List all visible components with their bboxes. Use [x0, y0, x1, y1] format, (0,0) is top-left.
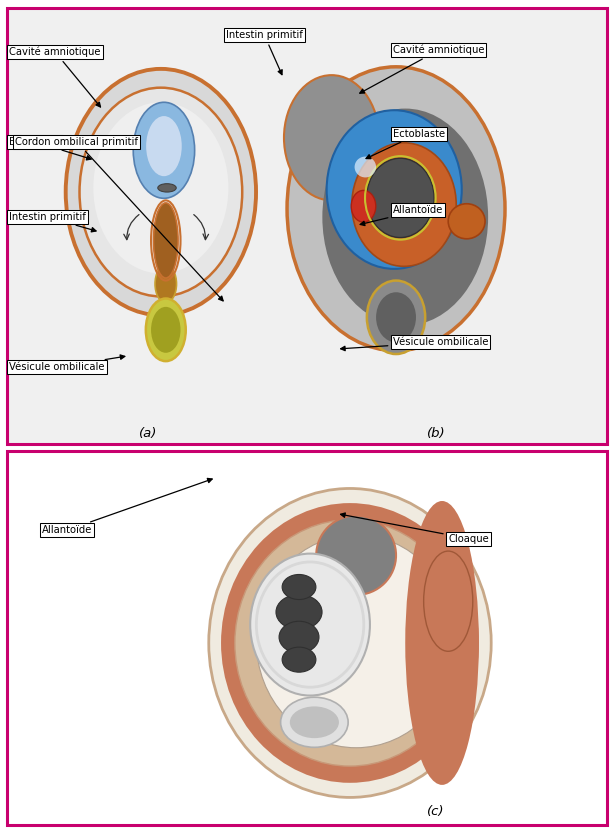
- Ellipse shape: [66, 68, 256, 315]
- Ellipse shape: [316, 515, 396, 595]
- FancyBboxPatch shape: [7, 8, 607, 444]
- Ellipse shape: [367, 159, 434, 237]
- Ellipse shape: [151, 306, 181, 352]
- Text: (c): (c): [427, 805, 445, 818]
- Ellipse shape: [282, 574, 316, 600]
- Ellipse shape: [155, 266, 177, 303]
- Ellipse shape: [352, 143, 456, 266]
- Ellipse shape: [154, 203, 178, 278]
- Text: (a): (a): [139, 427, 158, 440]
- Ellipse shape: [256, 535, 456, 748]
- FancyBboxPatch shape: [7, 451, 607, 825]
- Ellipse shape: [284, 75, 379, 200]
- Ellipse shape: [279, 621, 319, 653]
- Ellipse shape: [93, 103, 228, 274]
- Text: (b): (b): [427, 427, 445, 440]
- Text: Intestin primitif: Intestin primitif: [9, 212, 96, 232]
- Ellipse shape: [322, 109, 488, 326]
- Text: Allantoïde: Allantoïde: [42, 478, 212, 535]
- Ellipse shape: [209, 488, 491, 797]
- Ellipse shape: [250, 554, 370, 696]
- Ellipse shape: [276, 595, 322, 630]
- Text: Ectoblaste: Ectoblaste: [9, 137, 91, 160]
- Ellipse shape: [405, 501, 479, 785]
- Ellipse shape: [146, 116, 182, 176]
- Text: Cloaque: Cloaque: [341, 513, 489, 544]
- Ellipse shape: [290, 706, 339, 738]
- Text: Cordon ombilical primitif: Cordon ombilical primitif: [15, 137, 223, 301]
- Text: Allantoïde: Allantoïde: [360, 205, 443, 225]
- Text: Intestin primitif: Intestin primitif: [226, 30, 303, 74]
- Text: Ectoblaste: Ectoblaste: [366, 129, 445, 159]
- Ellipse shape: [221, 503, 479, 783]
- Text: Cavité amniotique: Cavité amniotique: [360, 45, 484, 94]
- Ellipse shape: [327, 110, 462, 269]
- Ellipse shape: [146, 299, 186, 361]
- Ellipse shape: [235, 519, 465, 767]
- Ellipse shape: [424, 551, 473, 651]
- Ellipse shape: [448, 204, 485, 239]
- Ellipse shape: [133, 102, 195, 199]
- Ellipse shape: [287, 67, 505, 351]
- Ellipse shape: [351, 190, 376, 222]
- Text: Vésicule ombilicale: Vésicule ombilicale: [9, 355, 125, 372]
- Ellipse shape: [281, 697, 348, 747]
- Ellipse shape: [80, 88, 242, 296]
- Ellipse shape: [158, 184, 176, 192]
- Ellipse shape: [376, 292, 416, 342]
- Ellipse shape: [367, 281, 426, 354]
- Text: Vésicule ombilicale: Vésicule ombilicale: [341, 337, 489, 351]
- Ellipse shape: [355, 157, 376, 178]
- Text: Cavité amniotique: Cavité amniotique: [9, 47, 101, 107]
- Ellipse shape: [282, 647, 316, 672]
